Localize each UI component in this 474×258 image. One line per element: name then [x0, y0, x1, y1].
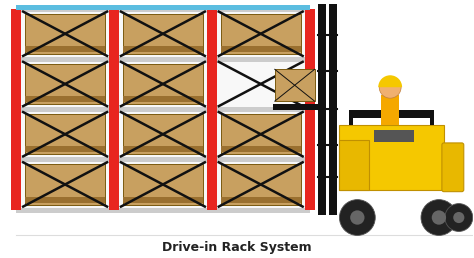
Bar	[109, 9, 119, 209]
Bar	[123, 164, 203, 205]
Bar	[221, 146, 301, 152]
Bar	[25, 146, 105, 152]
Bar	[25, 96, 105, 102]
Circle shape	[379, 76, 401, 98]
Bar	[25, 64, 105, 104]
Text: Drive-in Rack System: Drive-in Rack System	[162, 241, 312, 254]
Bar	[374, 130, 414, 142]
Circle shape	[339, 200, 375, 235]
Wedge shape	[378, 75, 402, 87]
Bar	[16, 7, 310, 12]
Bar	[25, 197, 105, 203]
Circle shape	[350, 210, 365, 225]
Circle shape	[421, 200, 457, 235]
Bar	[430, 110, 434, 125]
Bar	[11, 9, 21, 209]
Bar	[221, 197, 301, 203]
Bar	[221, 114, 301, 154]
Bar	[123, 197, 203, 203]
Bar	[221, 164, 301, 205]
Bar	[221, 14, 301, 54]
Bar	[381, 95, 399, 125]
Bar	[123, 46, 203, 52]
Bar	[123, 64, 203, 104]
Bar	[123, 14, 203, 54]
Bar	[329, 4, 337, 215]
Bar	[25, 164, 105, 205]
Bar	[275, 69, 315, 101]
Bar	[339, 125, 444, 190]
Bar	[123, 96, 203, 102]
Circle shape	[432, 210, 446, 225]
Bar	[207, 9, 217, 209]
Bar	[339, 140, 369, 190]
Bar	[25, 46, 105, 52]
Bar	[16, 9, 310, 209]
Bar	[25, 114, 105, 154]
Bar	[16, 5, 310, 10]
Circle shape	[453, 212, 465, 223]
Bar	[221, 46, 301, 52]
Bar	[123, 114, 203, 154]
Bar	[16, 208, 310, 213]
Bar	[349, 110, 354, 125]
Circle shape	[445, 204, 473, 231]
Bar	[25, 14, 105, 54]
Bar	[16, 107, 310, 112]
Bar	[318, 4, 326, 215]
Bar	[123, 146, 203, 152]
FancyBboxPatch shape	[442, 143, 464, 192]
Bar	[349, 110, 434, 118]
Bar	[305, 9, 315, 209]
Bar	[273, 104, 318, 110]
Bar	[16, 157, 310, 162]
Bar	[16, 57, 310, 62]
